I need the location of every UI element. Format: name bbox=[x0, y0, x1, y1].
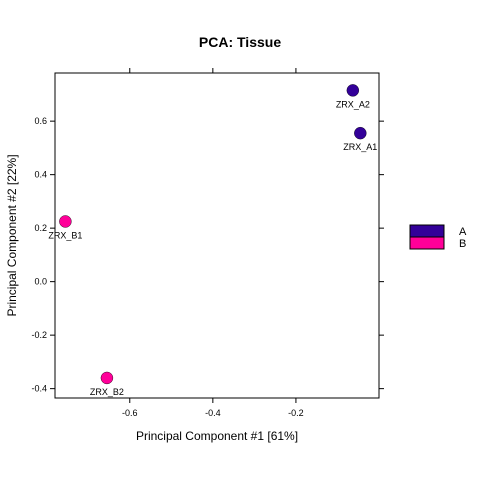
axis-ticks bbox=[50, 68, 384, 403]
x-tick-label: -0.2 bbox=[288, 408, 304, 418]
legend: AB bbox=[409, 224, 467, 250]
point-zrx-b2 bbox=[100, 371, 114, 385]
point-label: ZRX_A1 bbox=[343, 142, 377, 152]
data-points: ZRX_A1 ZRX_A2 ZRX_B1 ZRX_B2 bbox=[48, 84, 377, 397]
legend-label-b: B bbox=[459, 238, 466, 250]
plot-frame bbox=[54, 72, 380, 399]
legend-label-a: A bbox=[459, 226, 467, 238]
x-tick-label: -0.4 bbox=[205, 408, 221, 418]
legend-swatch-a bbox=[409, 224, 445, 238]
y-tick-label: -0.2 bbox=[31, 330, 47, 340]
y-tick-label: -0.4 bbox=[31, 384, 47, 394]
y-tick-label: 0.2 bbox=[34, 223, 47, 233]
point-zrx-a2 bbox=[346, 84, 360, 97]
point-zrx-a1 bbox=[354, 126, 367, 140]
y-tick-label: 0.4 bbox=[34, 170, 47, 180]
legend-swatch-b bbox=[409, 236, 445, 250]
point-label: ZRX_A2 bbox=[336, 99, 370, 109]
point-zrx-b1 bbox=[59, 215, 72, 228]
x-axis-title: Principal Component #1 [61%] bbox=[136, 429, 298, 443]
point-label: ZRX_B2 bbox=[90, 387, 124, 397]
axis-tick-labels: -0.6 -0.4 -0.2 -0.4 -0.2 0.0 0.2 0.4 0.6 bbox=[31, 116, 303, 418]
x-tick-label: -0.6 bbox=[122, 408, 138, 418]
y-tick-label: 0.0 bbox=[34, 277, 47, 287]
chart-title: PCA: Tissue bbox=[199, 34, 281, 50]
y-axis-title: Principal Component #2 [22%] bbox=[5, 154, 19, 316]
y-tick-label: 0.6 bbox=[34, 116, 47, 126]
point-label: ZRX_B1 bbox=[48, 230, 82, 240]
